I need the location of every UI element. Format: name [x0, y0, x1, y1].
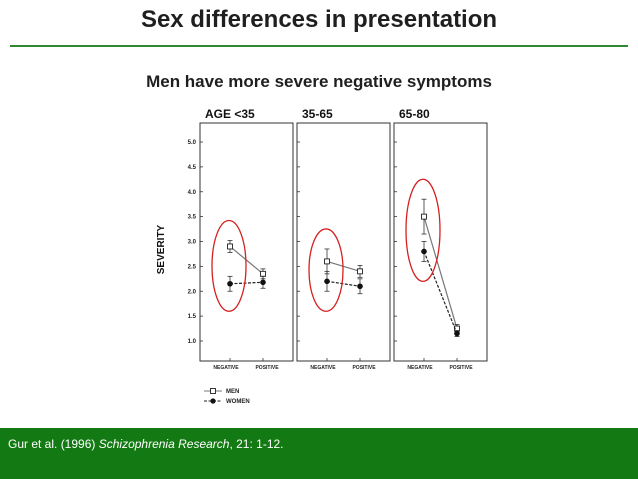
series-line-women: [229, 281, 264, 285]
y-tick-label: 3.5: [188, 215, 197, 221]
series-line-women: [423, 251, 458, 334]
data-point-women: [454, 330, 460, 337]
series-line-men: [423, 216, 458, 329]
data-point-women: [421, 248, 427, 255]
citation-details: , 21: 1-12.: [229, 437, 284, 451]
y-tick-label: 3.0: [188, 240, 197, 246]
highlight-ellipse: [405, 178, 441, 283]
y-tick-label: 2.5: [188, 264, 197, 270]
data-point-men: [227, 243, 233, 250]
citation-bar: Gur et al. (1996) Schizophrenia Research…: [0, 428, 638, 479]
y-tick-label: 2.0: [188, 289, 197, 295]
y-tick-label: 5.0: [188, 140, 197, 146]
x-tick-label: NEGATIVE: [310, 365, 336, 371]
legend-label-women: WOMEN: [226, 399, 250, 405]
severity-chart: SEVERITY 1.0 1.5 2.0 2.5 3.0 3.5 4.0 4.5 5.0 AGE <…: [156, 108, 488, 405]
legend-label-men: MEN: [226, 389, 239, 395]
y-tick-label: 4.0: [188, 190, 197, 196]
data-point-men: [324, 258, 330, 265]
x-tick-label: POSITIVE: [255, 365, 279, 371]
data-point-men: [357, 268, 363, 275]
x-tick-label: NEGATIVE: [213, 365, 239, 371]
panel-frame: [393, 122, 488, 362]
panel-title: 65-80: [399, 108, 430, 121]
data-point-women: [357, 283, 363, 290]
citation-journal: Schizophrenia Research: [98, 437, 230, 451]
title-divider: [10, 45, 628, 47]
data-point-women: [324, 278, 330, 285]
legend-marker-men: [210, 388, 216, 394]
panel-title: AGE <35: [205, 108, 255, 121]
y-tick-label: 1.5: [188, 314, 197, 320]
slide-subtitle: Men have more severe negative symptoms: [146, 72, 492, 91]
legend-marker-women: [210, 398, 216, 404]
y-axis-label: SEVERITY: [156, 224, 167, 274]
x-tick-label: POSITIVE: [352, 365, 376, 371]
x-tick-label: POSITIVE: [449, 365, 473, 371]
y-tick-label: 4.5: [188, 165, 197, 171]
citation-authors: Gur et al. (1996): [8, 437, 99, 451]
slide-title: Sex differences in presentation: [140, 6, 498, 33]
x-tick-label: NEGATIVE: [407, 365, 433, 371]
panel-frame: [199, 122, 294, 362]
data-point-men: [260, 270, 266, 277]
data-point-women: [260, 279, 266, 286]
panel-title: 35-65: [302, 108, 333, 121]
data-point-men: [421, 213, 427, 220]
citation-text: Gur et al. (1996) Schizophrenia Research…: [8, 437, 284, 451]
highlight-ellipse: [308, 228, 344, 312]
y-tick-label: 1.0: [188, 339, 197, 345]
highlight-ellipse: [211, 219, 247, 312]
panel-frame: [296, 122, 391, 362]
data-point-women: [227, 280, 233, 287]
series-line-women: [326, 280, 361, 287]
